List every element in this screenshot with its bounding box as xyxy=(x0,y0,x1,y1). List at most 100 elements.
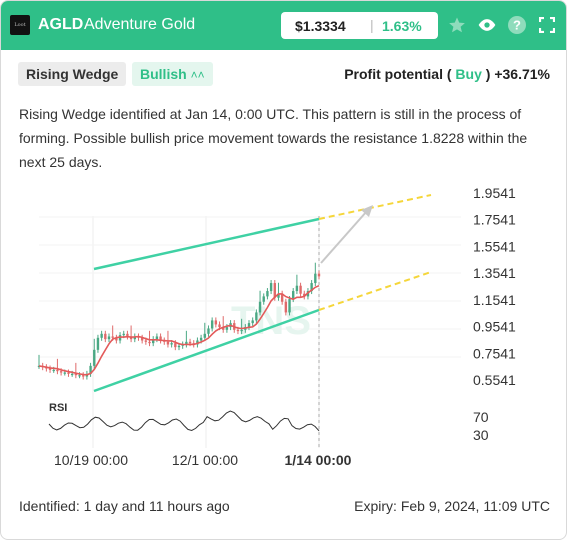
candle-body xyxy=(144,340,148,342)
candle-body xyxy=(240,329,243,332)
direction-label: Bullish xyxy=(140,66,187,82)
candle-body xyxy=(96,337,100,350)
profit-close: ) xyxy=(485,66,491,82)
direction-chip: Bullish ˄˄ xyxy=(132,62,213,86)
y-tick-label: 1.5541 xyxy=(473,238,516,254)
rsi-tick-30: 30 xyxy=(473,427,489,443)
profit-potential: Profit potential ( Buy ) +36.71% xyxy=(344,66,550,82)
projected-support-line xyxy=(318,271,432,311)
identified-text: Identified: 1 day and 11 hours ago xyxy=(19,498,230,514)
candle-body xyxy=(225,327,229,330)
candle-body xyxy=(52,369,55,372)
star-icon[interactable] xyxy=(446,14,468,36)
y-tick-label: 1.9541 xyxy=(473,185,516,201)
candle-body xyxy=(266,291,269,297)
candle-body xyxy=(100,333,103,338)
candle-body xyxy=(107,336,111,340)
y-tick-label: 1.1541 xyxy=(473,292,516,308)
candle-body xyxy=(89,365,92,374)
candle-body xyxy=(262,296,265,302)
candle-body xyxy=(93,349,96,366)
expand-icon[interactable] xyxy=(536,14,558,36)
candle-body xyxy=(104,333,107,340)
candle-body xyxy=(236,329,240,332)
candle-body xyxy=(59,371,63,373)
candle-body xyxy=(152,339,155,344)
candle-body xyxy=(177,345,181,348)
candle-body xyxy=(148,341,151,344)
candle-body xyxy=(295,285,299,292)
candle-body xyxy=(185,341,188,345)
candle-body xyxy=(48,368,52,370)
candle-body xyxy=(255,312,258,321)
pattern-name-chip: Rising Wedge xyxy=(18,62,127,86)
y-tick-label: 0.9541 xyxy=(473,319,516,335)
candle-body xyxy=(122,333,125,336)
candle-body xyxy=(269,283,273,292)
projected-resistance-line xyxy=(318,194,432,220)
candle-body xyxy=(188,341,192,344)
y-tick-label: 1.3541 xyxy=(473,265,516,281)
candle-body xyxy=(133,336,136,340)
candle-body xyxy=(67,372,70,374)
wedge-resistance-line xyxy=(93,217,320,271)
candle-body xyxy=(284,301,288,313)
x-tick-2: 1/14 00:00 xyxy=(285,452,352,468)
y-tick-label: 1.7541 xyxy=(473,212,516,228)
candle-body xyxy=(277,293,280,298)
candle-body xyxy=(126,333,129,337)
candle-body xyxy=(314,273,317,284)
eye-icon[interactable] xyxy=(476,14,498,36)
svg-text:?: ? xyxy=(513,18,521,33)
chevron-up-icon: ˄˄ xyxy=(190,68,205,82)
candle-body xyxy=(210,320,214,329)
candle-body xyxy=(222,327,225,330)
candle-body xyxy=(166,341,170,345)
candle-body xyxy=(273,283,276,298)
profit-value: +36.71% xyxy=(494,66,550,82)
y-tick-label: 0.5541 xyxy=(473,372,516,388)
candle-body xyxy=(317,273,321,277)
candle-body xyxy=(56,369,59,372)
candle-body xyxy=(203,333,206,338)
price-separator: | xyxy=(370,17,374,33)
candle-body xyxy=(111,336,114,338)
price-box: $1.3334 | 1.63% xyxy=(281,12,438,39)
candle-body xyxy=(196,340,199,345)
candle-body xyxy=(207,328,210,334)
candle-body xyxy=(74,373,78,376)
candle-body xyxy=(292,291,295,300)
candle-body xyxy=(155,336,159,340)
candle-body xyxy=(78,375,81,377)
current-price: $1.3334 xyxy=(295,18,346,34)
candle-body xyxy=(280,293,284,302)
candle-body xyxy=(82,375,85,377)
pattern-description: Rising Wedge identified at Jan 14, 0:00 … xyxy=(19,106,528,170)
candle-body xyxy=(310,283,313,292)
token-name: Adventure Gold xyxy=(84,16,196,33)
candle-body xyxy=(63,372,66,374)
moving-average-line xyxy=(38,284,320,376)
candle-body xyxy=(140,337,144,341)
profit-action: Buy xyxy=(455,66,482,82)
wedge-support-line xyxy=(93,308,320,393)
candle-body xyxy=(199,337,203,341)
candle-body xyxy=(288,299,291,313)
help-icon[interactable]: ? xyxy=(506,14,528,36)
y-tick-label: 0.7541 xyxy=(473,345,516,361)
pattern-chart: TNS RSI 1.95411.75411.55411.35411.15410.… xyxy=(37,185,516,468)
rsi-line xyxy=(48,410,320,432)
expiry-text: Expiry: Feb 9, 2024, 11:09 UTC xyxy=(354,498,550,514)
x-tick-1: 12/1 00:00 xyxy=(172,452,238,468)
candle-body xyxy=(159,336,162,341)
candle-body xyxy=(174,343,177,348)
candle-body xyxy=(170,343,173,345)
rsi-label: RSI xyxy=(49,402,67,414)
target-arrow xyxy=(320,205,373,264)
candle-body xyxy=(303,293,306,297)
rsi-tick-70: 70 xyxy=(473,409,489,425)
candle-body xyxy=(247,323,251,328)
candle-body xyxy=(115,337,118,341)
candle-body xyxy=(299,285,302,294)
